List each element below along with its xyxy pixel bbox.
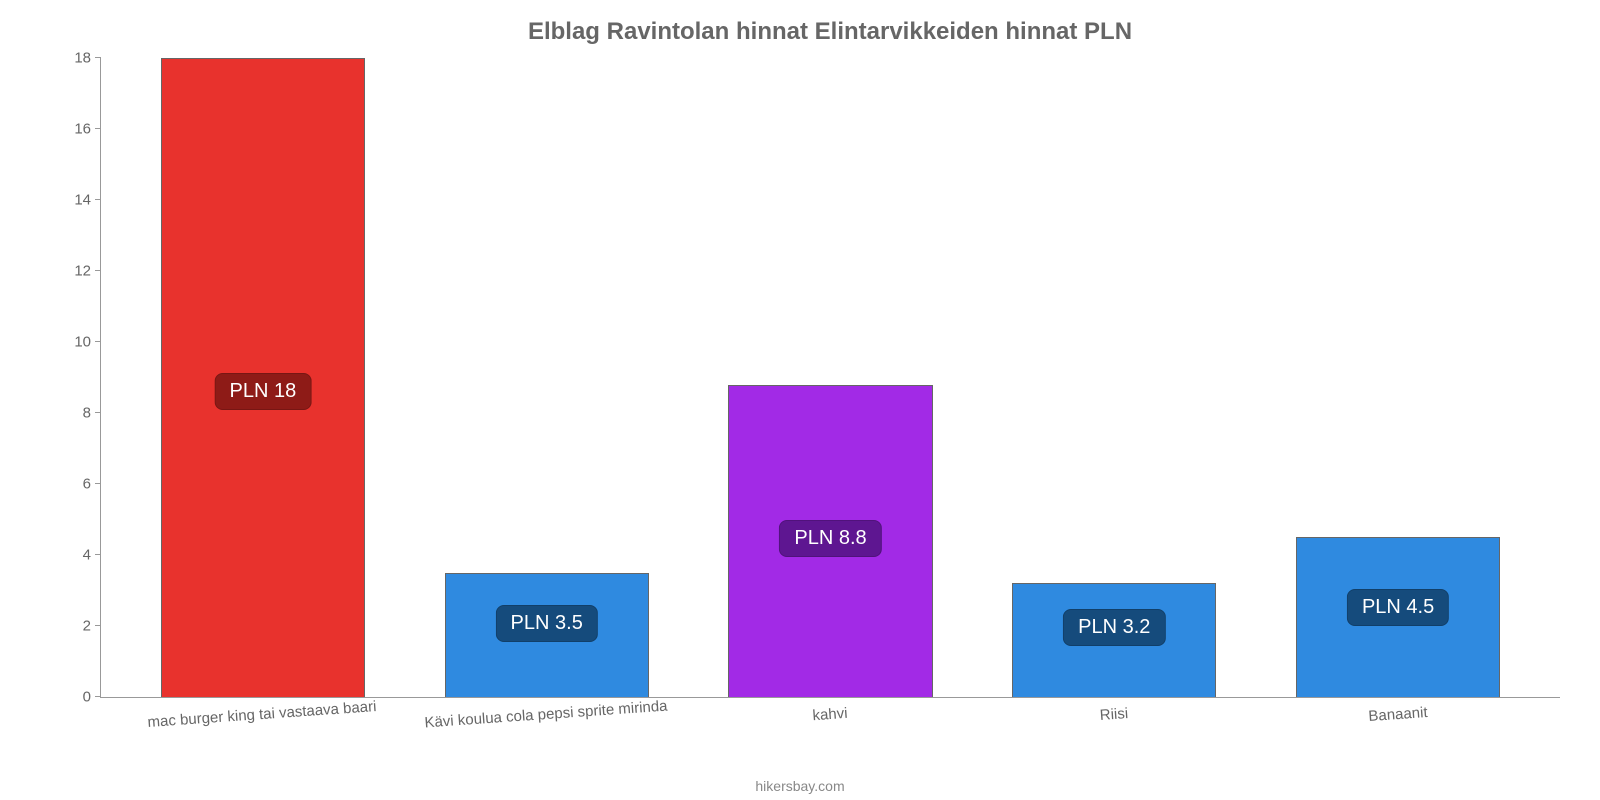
bar: PLN 4.5 (1296, 537, 1500, 697)
y-tick-label: 0 (51, 689, 91, 706)
y-tick-mark (95, 412, 101, 413)
y-tick-label: 16 (51, 121, 91, 138)
chart-title: Elblag Ravintolan hinnat Elintarvikkeide… (100, 18, 1560, 46)
y-tick-mark (95, 696, 101, 697)
y-tick-mark (95, 625, 101, 626)
y-tick-mark (95, 199, 101, 200)
y-tick-label: 14 (51, 192, 91, 209)
value-badge: PLN 18 (215, 373, 312, 410)
bar: PLN 3.2 (1012, 583, 1216, 697)
bar-slot: PLN 18 (121, 58, 405, 697)
value-badge: PLN 3.5 (496, 605, 598, 642)
bar: PLN 18 (161, 58, 365, 697)
y-tick-mark (95, 270, 101, 271)
bar-slot: PLN 3.2 (972, 58, 1256, 697)
bar-slot: PLN 8.8 (689, 58, 973, 697)
y-tick-label: 4 (51, 547, 91, 564)
y-tick-mark (95, 554, 101, 555)
plot-area: PLN 18PLN 3.5PLN 8.8PLN 3.2PLN 4.5 02468… (100, 58, 1560, 698)
y-tick-mark (95, 57, 101, 58)
y-tick-mark (95, 341, 101, 342)
bar-slot: PLN 3.5 (405, 58, 689, 697)
bar-slot: PLN 4.5 (1256, 58, 1540, 697)
x-axis-labels: mac burger king tai vastaava baariKävi k… (100, 706, 1560, 723)
y-tick-mark (95, 128, 101, 129)
y-tick-mark (95, 483, 101, 484)
attribution-text: hikersbay.com (755, 778, 844, 794)
value-badge: PLN 4.5 (1347, 589, 1449, 626)
y-tick-label: 18 (51, 50, 91, 67)
x-axis-label: Kävi koulua cola pepsi sprite mirinda (404, 696, 688, 733)
x-axis-label: Riisi (972, 696, 1256, 733)
x-axis-label: Banaanit (1256, 696, 1540, 733)
x-axis-label: kahvi (688, 696, 972, 733)
y-tick-label: 12 (51, 263, 91, 280)
price-bar-chart: Elblag Ravintolan hinnat Elintarvikkeide… (0, 0, 1600, 800)
y-tick-label: 10 (51, 334, 91, 351)
x-axis-label: mac burger king tai vastaava baari (120, 696, 404, 733)
value-badge: PLN 8.8 (779, 520, 881, 557)
y-tick-label: 2 (51, 618, 91, 635)
value-badge: PLN 3.2 (1063, 609, 1165, 646)
y-tick-label: 8 (51, 405, 91, 422)
bar: PLN 8.8 (728, 385, 932, 697)
bars-container: PLN 18 PLN 3.5 PLN 8.8 PLN 3.2 PLN 4.5 (101, 58, 1560, 697)
y-tick-label: 6 (51, 476, 91, 493)
bar: PLN 3.5 (445, 573, 649, 697)
